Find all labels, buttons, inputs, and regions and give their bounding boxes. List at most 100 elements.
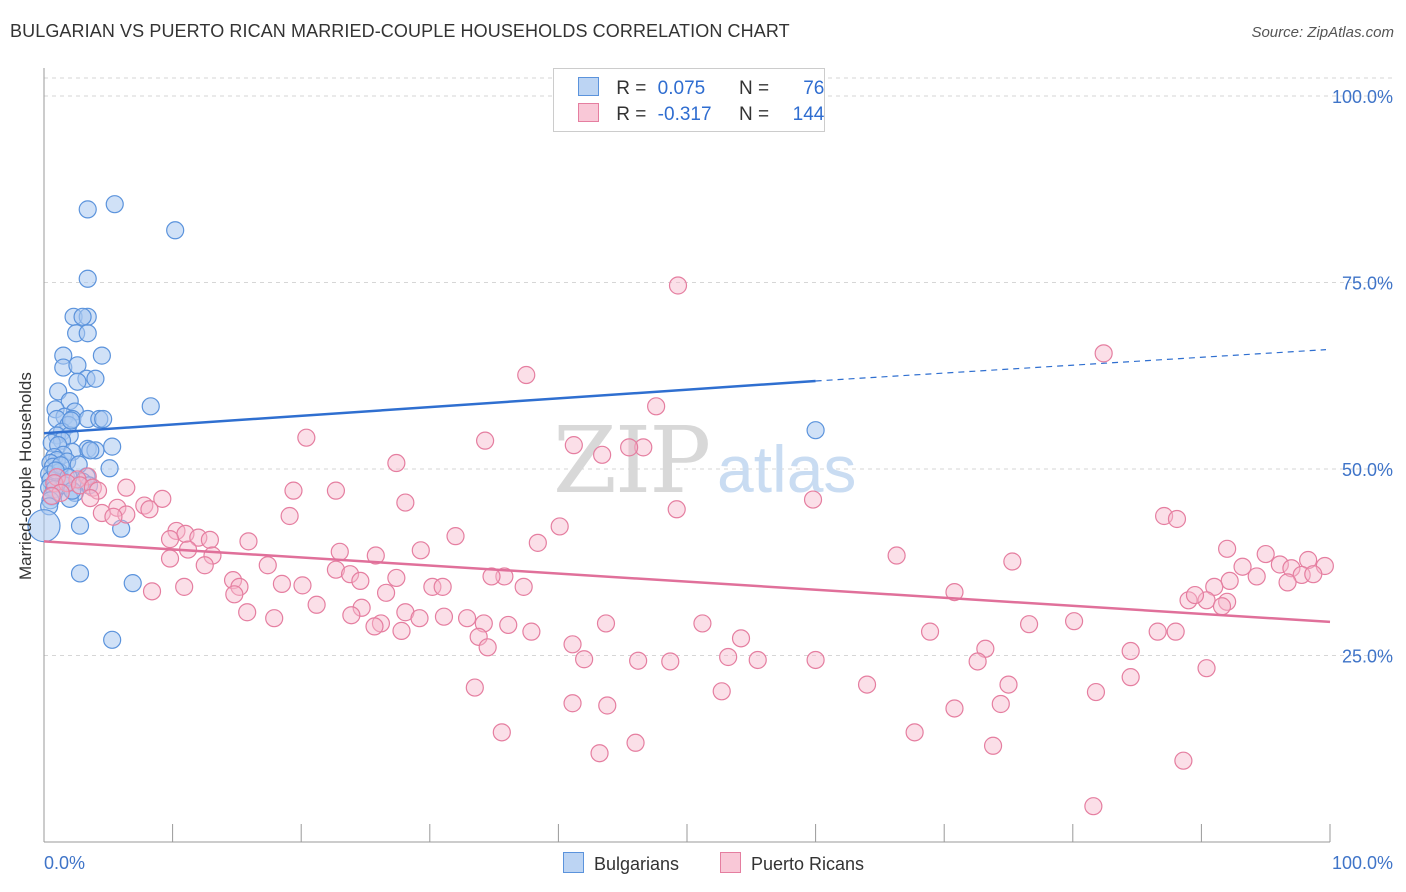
watermark: ZIP atlas <box>553 407 856 514</box>
puerto-rican-point <box>142 582 162 601</box>
puerto-rican-point <box>297 428 316 447</box>
puerto-rican-point <box>667 500 686 519</box>
puerto-rican-point <box>1094 344 1113 363</box>
puerto-rican-point <box>550 517 569 536</box>
puerto-rican-point <box>857 675 877 694</box>
gridlines <box>44 77 1392 656</box>
legend-row-bulgarians: R = 0.075 N = 76 <box>578 77 824 101</box>
puerto-rican-point <box>629 651 648 670</box>
puerto-rican-point <box>1003 552 1022 571</box>
puerto-rican-point <box>446 527 465 546</box>
puerto-rican-point <box>1121 668 1140 687</box>
puerto-rican-point <box>410 609 429 628</box>
puerto-rican-point <box>668 276 688 295</box>
bulgarian-point <box>92 346 111 365</box>
puerto-rican-point <box>575 650 594 669</box>
legend-r-value: 0.075 <box>657 78 706 99</box>
legend-r-label: R = <box>616 78 647 99</box>
puerto-rican-point <box>433 577 452 596</box>
bulgarian-point <box>78 324 97 343</box>
puerto-rican-point <box>563 694 582 713</box>
puerto-rican-point <box>647 397 666 416</box>
puerto-rican-point <box>803 490 823 509</box>
puerto-rican-point <box>411 541 430 560</box>
puerto-rican-point <box>392 621 411 640</box>
puerto-rican-point <box>563 635 582 654</box>
bottom-legend-swatch-blue <box>563 852 584 873</box>
bulgarian-point <box>100 459 119 478</box>
puerto-rican-point <box>999 675 1018 694</box>
puerto-rican-point <box>1174 751 1193 770</box>
puerto-rican-point <box>465 678 484 697</box>
puerto-rican-point <box>887 546 906 565</box>
puerto-rican-point <box>396 493 415 512</box>
puerto-ricans-points <box>42 276 1334 816</box>
puerto-rican-point <box>117 478 136 497</box>
puerto-rican-point <box>693 614 712 633</box>
bulgarian-point <box>73 307 92 326</box>
puerto-rican-point <box>340 565 360 584</box>
puerto-rican-point <box>457 609 477 628</box>
puerto-rican-point <box>1084 797 1103 816</box>
puerto-ricans-trend-line <box>43 540 1331 624</box>
y-tick-label: 75.0% <box>1342 274 1393 294</box>
watermark-atlas: atlas <box>717 432 856 506</box>
puerto-rican-point <box>280 506 299 526</box>
bulgarian-point <box>70 516 90 535</box>
puerto-rican-point <box>423 577 442 596</box>
bulgarian-point <box>123 574 142 593</box>
puerto-rican-point <box>258 556 277 575</box>
puerto-rican-point <box>1167 509 1187 529</box>
y-axis-label: Married-couple Households <box>16 372 35 580</box>
puerto-rican-point <box>387 568 406 588</box>
puerto-rican-point <box>140 500 159 519</box>
bulgarian-point <box>49 382 68 401</box>
puerto-rican-point <box>175 577 194 596</box>
puerto-rican-point <box>748 650 767 670</box>
y-tick-label: 25.0% <box>1342 647 1393 667</box>
tick-labels: 25.0% 50.0% 75.0% 100.0% 0.0% 100.0% <box>44 87 1393 873</box>
puerto-rican-point <box>239 532 258 551</box>
puerto-rican-point <box>434 607 454 626</box>
puerto-rican-point <box>153 489 172 508</box>
puerto-rican-point <box>564 436 583 455</box>
bulgarians-points <box>27 195 825 649</box>
puerto-rican-point <box>626 733 645 752</box>
puerto-rican-point <box>517 365 536 385</box>
puerto-rican-point <box>522 622 541 641</box>
puerto-rican-point <box>195 556 214 575</box>
puerto-rican-point <box>945 582 964 602</box>
puerto-rican-point <box>514 577 533 596</box>
puerto-rican-point <box>920 622 940 641</box>
puerto-rican-point <box>272 574 292 593</box>
x-tick-label: 0.0% <box>44 853 85 873</box>
puerto-rican-point <box>1278 573 1297 592</box>
puerto-rican-point <box>475 431 495 450</box>
bulgarian-point <box>61 411 81 430</box>
puerto-rican-point <box>1218 539 1237 558</box>
puerto-rican-point <box>495 567 514 586</box>
puerto-rican-point <box>104 507 123 526</box>
bulgarian-point <box>166 221 185 240</box>
source-label: Source: ZipAtlas.com <box>1251 24 1394 41</box>
legend-swatch-pink <box>578 103 599 122</box>
puerto-rican-point <box>945 699 964 718</box>
puerto-rican-point <box>492 723 511 742</box>
puerto-rican-point <box>265 609 284 628</box>
puerto-rican-point <box>598 696 617 715</box>
puerto-rican-point <box>1205 577 1224 596</box>
axes <box>43 68 1331 843</box>
correlation-legend: R = 0.075 N = 76 R = -0.317 N = 144 <box>553 68 825 132</box>
puerto-rican-point <box>474 614 493 633</box>
puerto-rican-point <box>1233 557 1252 576</box>
puerto-rican-point <box>342 606 361 625</box>
legend-n-value: 76 <box>803 78 825 99</box>
bottom-legend-puerto-ricans: Puerto Ricans <box>720 852 864 875</box>
puerto-rican-point <box>719 647 738 667</box>
puerto-rican-point <box>712 682 731 701</box>
puerto-rican-point <box>83 478 102 497</box>
puerto-rican-point <box>1197 659 1216 678</box>
bottom-legend-label: Bulgarians <box>594 854 680 874</box>
puerto-rican-point <box>991 694 1010 714</box>
puerto-rican-point <box>1247 567 1266 586</box>
